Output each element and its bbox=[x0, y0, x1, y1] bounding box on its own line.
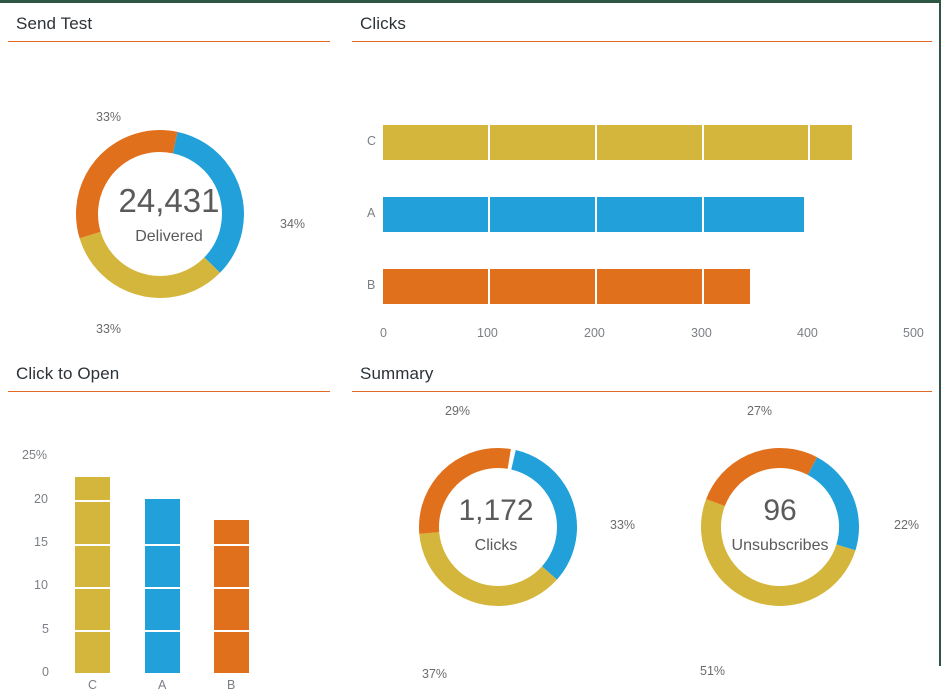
bar-cto-c-separator-20 bbox=[75, 500, 110, 502]
bar-b-separator-300 bbox=[702, 269, 704, 304]
bar-cto-b-separator-5 bbox=[214, 630, 249, 632]
xtick-400: 400 bbox=[797, 326, 818, 340]
panel-body-clicks: C A B 0 100 200 bbox=[352, 42, 932, 342]
donut-clicks-pct-orange: 29% bbox=[445, 404, 471, 418]
bar-a-separator-100 bbox=[488, 197, 490, 232]
donut-slice-yellow bbox=[76, 130, 244, 298]
donut-unsub-slice-yellow bbox=[701, 448, 859, 606]
donut-clicks-slice-blue bbox=[419, 448, 577, 606]
bar-cto-a-separator-5 bbox=[145, 630, 180, 632]
donut-unsub-pct-yellow: 51% bbox=[700, 664, 726, 678]
donut-unsub-pct-orange: 27% bbox=[747, 404, 773, 418]
bar-cto-a-separator-15 bbox=[145, 544, 180, 546]
panel-title-summary: Summary bbox=[360, 364, 434, 383]
ytick-15: 15 bbox=[34, 535, 48, 549]
ytick-20: 20 bbox=[34, 492, 48, 506]
donut-pct-label-orange: 33% bbox=[96, 110, 122, 124]
bar-b[interactable] bbox=[383, 269, 750, 304]
bar-b-separator-200 bbox=[595, 269, 597, 304]
donut-unsub-pct-blue: 22% bbox=[894, 518, 920, 532]
donut-chart-unsubscribes: 96 Unsubscribes 22% 51% 27% bbox=[632, 392, 932, 678]
bar-cto-c-separator-15 bbox=[75, 544, 110, 546]
bar-cto-c[interactable] bbox=[75, 477, 110, 673]
donut-unsubscribes-svg bbox=[701, 448, 859, 606]
bar-c-separator-100 bbox=[488, 125, 490, 160]
panel-body-click-to-open: 25% 20 15 10 5 0 bbox=[8, 392, 330, 692]
xtick-300: 300 bbox=[691, 326, 712, 340]
bar-cto-b[interactable] bbox=[214, 520, 249, 673]
bar-cto-b-separator-10 bbox=[214, 587, 249, 589]
donut-clicks-slice-orange bbox=[419, 448, 577, 606]
ytick-10: 10 bbox=[34, 578, 48, 592]
bar-c-separator-300 bbox=[702, 125, 704, 160]
bar-category-label-c: C bbox=[367, 134, 377, 148]
bar-category-label-a: A bbox=[367, 206, 376, 220]
bar-cto-c-separator-5 bbox=[75, 630, 110, 632]
panel-rule-click-to-open bbox=[8, 391, 330, 392]
ytick-5: 5 bbox=[42, 622, 49, 636]
bar-cto-category-label-b: B bbox=[227, 678, 236, 692]
donut-clicks-pct-blue: 33% bbox=[610, 518, 636, 532]
panel-click-to-open: Click to Open 25% 20 15 10 5 0 bbox=[8, 356, 330, 692]
ytick-0: 0 bbox=[42, 665, 49, 679]
xtick-200: 200 bbox=[584, 326, 605, 340]
bar-a-separator-300 bbox=[702, 197, 704, 232]
donut-clicks-svg bbox=[419, 448, 577, 606]
bar-cto-category-label-a: A bbox=[158, 678, 167, 692]
donut-pct-label-blue: 34% bbox=[280, 217, 306, 231]
panel-clicks: Clicks C A B bbox=[352, 6, 932, 346]
donut-chart-clicks: 1,172 Clicks 33% 37% 29% bbox=[352, 392, 642, 681]
donut-slice-blue bbox=[76, 130, 244, 298]
bar-a-separator-200 bbox=[595, 197, 597, 232]
xtick-0: 0 bbox=[380, 326, 387, 340]
donut-delivered-svg bbox=[75, 130, 244, 298]
panel-send-test: Send Test 24,431 Delivered 34% 33% bbox=[8, 6, 330, 346]
bar-a[interactable] bbox=[383, 197, 804, 232]
bar-cto-c-separator-10 bbox=[75, 587, 110, 589]
donut-clicks-pct-yellow: 37% bbox=[422, 667, 448, 681]
panel-rule-summary bbox=[352, 391, 932, 392]
ytick-25: 25% bbox=[22, 448, 48, 462]
xtick-100: 100 bbox=[477, 326, 498, 340]
panel-title-send-test: Send Test bbox=[16, 14, 93, 33]
bar-c[interactable] bbox=[383, 125, 852, 160]
panel-title-click-to-open: Click to Open bbox=[16, 364, 120, 383]
panel-body-summary: 1,172 Clicks 33% 37% 29% 96 bbox=[352, 392, 932, 681]
bar-cto-category-label-c: C bbox=[88, 678, 98, 692]
bar-cto-b-separator-15 bbox=[214, 544, 249, 546]
bar-c-separator-200 bbox=[595, 125, 597, 160]
bar-category-label-b: B bbox=[367, 278, 376, 292]
panel-rule-send-test bbox=[8, 41, 330, 42]
donut-chart-delivered: 24,431 Delivered 34% 33% 33% bbox=[8, 42, 330, 342]
bar-cto-a[interactable] bbox=[145, 499, 180, 673]
panel-rule-clicks bbox=[352, 41, 932, 42]
panel-summary: Summary 1,172 Clicks 33% 37% 29% bbox=[352, 356, 932, 681]
xtick-500: 500 bbox=[903, 326, 924, 340]
bar-c-separator-400 bbox=[808, 125, 810, 160]
donut-pct-label-yellow: 33% bbox=[96, 322, 122, 336]
donut-slice-orange bbox=[75, 130, 244, 298]
panel-title-clicks: Clicks bbox=[360, 14, 406, 33]
bar-cto-a-separator-10 bbox=[145, 587, 180, 589]
bar-b-separator-100 bbox=[488, 269, 490, 304]
